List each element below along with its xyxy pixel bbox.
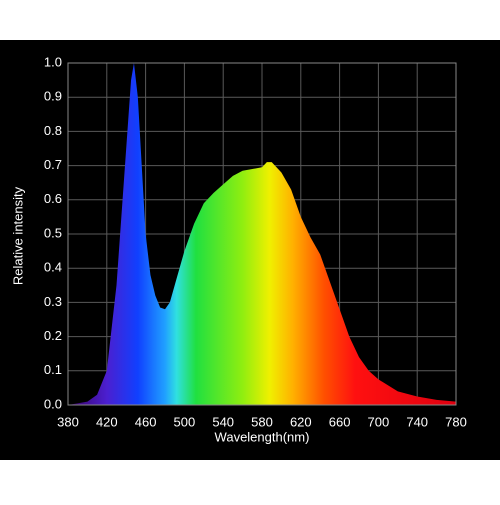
plot — [68, 63, 456, 405]
x-tick-label: 620 — [290, 414, 312, 429]
x-tick-label: 740 — [406, 414, 428, 429]
y-tick-label: 0.6 — [44, 191, 62, 206]
x-tick-label: 580 — [251, 414, 273, 429]
x-tick-label: 460 — [135, 414, 157, 429]
x-tick-label: 540 — [212, 414, 234, 429]
x-tick-label: 420 — [96, 414, 118, 429]
x-axis-title: Wavelength(nm) — [215, 429, 310, 444]
y-axis-title: Relative intensity — [10, 186, 25, 285]
y-tick-label: 0.8 — [44, 123, 62, 138]
x-tick-label: 700 — [368, 414, 390, 429]
y-tick-label: 0.1 — [44, 362, 62, 377]
y-tick-label: 0.3 — [44, 294, 62, 309]
y-tick-label: 0.4 — [44, 260, 62, 275]
x-tick-label: 660 — [329, 414, 351, 429]
y-tick-label: 1.0 — [44, 54, 62, 69]
y-tick-label: 0.5 — [44, 225, 62, 240]
x-tick-label: 500 — [174, 414, 196, 429]
y-tick-label: 0.7 — [44, 157, 62, 172]
plot-frame — [67, 62, 457, 406]
x-tick-label: 780 — [445, 414, 467, 429]
y-tick-label: 0.0 — [44, 396, 62, 411]
spectrum-area — [68, 63, 456, 405]
x-tick-label: 380 — [57, 414, 79, 429]
y-tick-label: 0.2 — [44, 328, 62, 343]
y-tick-label: 0.9 — [44, 89, 62, 104]
